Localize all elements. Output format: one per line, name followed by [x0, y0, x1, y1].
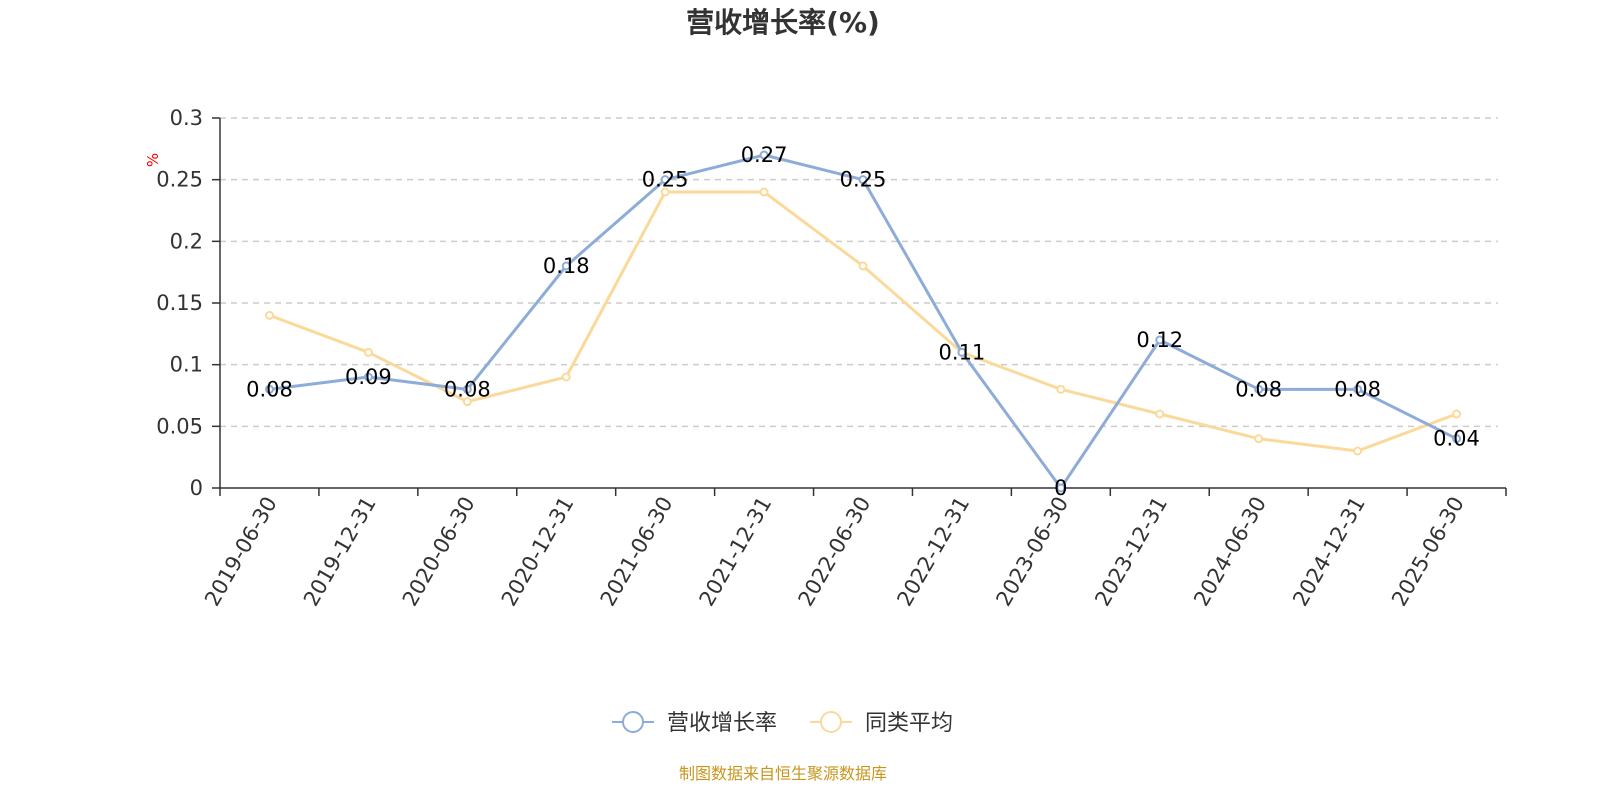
data-point[interactable]	[1353, 446, 1363, 456]
data-point[interactable]	[1056, 483, 1066, 493]
x-tick-label: 2025-06-30	[1387, 493, 1469, 611]
y-tick-label: 0.05	[156, 414, 203, 438]
series-line	[268, 190, 1458, 453]
grid-lines	[220, 117, 1498, 428]
data-label: 0.11	[939, 340, 986, 364]
data-point[interactable]	[561, 261, 571, 271]
axes: 0 0.05 0.1 0.15 0.2 0.25 0.3 2019-06-30 2019-12-…	[156, 106, 1507, 611]
y-axis-unit: %	[144, 153, 162, 167]
data-point[interactable]	[660, 175, 670, 185]
x-tick-label: 2020-12-31	[497, 493, 579, 611]
legend-circle-icon	[820, 711, 842, 733]
x-tick-label: 2022-06-30	[794, 493, 876, 611]
legend: 营收增长率 同类平均	[612, 711, 953, 736]
data-point[interactable]	[858, 261, 868, 271]
y-tick-label: 0	[190, 476, 203, 500]
data-labels: 0.08 0.09 0.08 0.18 0.25 0.27 0.25 0.11 0 0.12 0.0…	[246, 143, 1480, 500]
x-tick-label: 2019-12-31	[299, 493, 381, 611]
y-tick-label: 0.2	[170, 229, 203, 253]
series-line	[269, 153, 1458, 490]
x-tick-label: 2024-06-30	[1189, 493, 1271, 611]
series-lines	[264, 150, 1462, 493]
data-point[interactable]	[264, 384, 274, 394]
data-label: 0.08	[1334, 377, 1381, 401]
x-tick-label: 2023-12-31	[1090, 493, 1172, 611]
data-point[interactable]	[363, 372, 373, 382]
data-point[interactable]	[1155, 335, 1165, 345]
data-point[interactable]	[1353, 384, 1363, 394]
data-label: 0.04	[1433, 427, 1480, 451]
y-tick-label: 0.3	[170, 106, 203, 130]
x-tick-label: 2024-12-31	[1288, 493, 1370, 611]
legend-label: 营收增长率	[667, 711, 777, 736]
data-point[interactable]	[462, 384, 472, 394]
x-tick-label: 2021-12-31	[695, 493, 777, 611]
data-label: 0.09	[345, 365, 392, 389]
data-source-note: 制图数据来自恒生聚源数据库	[679, 764, 887, 783]
data-point[interactable]	[264, 310, 274, 320]
x-tick-label: 2022-12-31	[892, 493, 974, 611]
data-point[interactable]	[561, 372, 571, 382]
data-point[interactable]	[1452, 409, 1462, 419]
data-point[interactable]	[462, 397, 472, 407]
y-tick-label: 0.1	[170, 353, 203, 377]
data-point[interactable]	[957, 347, 967, 357]
x-tick-label: 2020-06-30	[398, 493, 480, 611]
x-tick-label: 2023-06-30	[991, 493, 1073, 611]
data-label: 0.27	[741, 143, 788, 167]
legend-item-peer-average[interactable]: 同类平均	[810, 711, 953, 736]
data-point[interactable]	[1056, 384, 1066, 394]
legend-item-revenue-growth[interactable]: 营收增长率	[612, 711, 777, 736]
legend-circle-icon	[622, 711, 644, 733]
data-point[interactable]	[363, 347, 373, 357]
data-label: 0.08	[444, 377, 491, 401]
legend-label: 同类平均	[865, 711, 953, 736]
data-label: 0.08	[246, 377, 293, 401]
data-point[interactable]	[660, 187, 670, 197]
data-point[interactable]	[1155, 409, 1165, 419]
data-point[interactable]	[759, 150, 769, 160]
data-point[interactable]	[1254, 434, 1264, 444]
y-tick-label: 0.25	[156, 168, 203, 192]
data-point[interactable]	[1254, 384, 1264, 394]
data-point[interactable]	[858, 175, 868, 185]
data-label: 0.18	[543, 254, 590, 278]
data-label: 0.25	[642, 168, 689, 192]
x-tick-label: 2019-06-30	[200, 493, 282, 611]
data-label: 0	[1054, 476, 1067, 500]
chart-title: 营收增长率(%)	[686, 6, 880, 39]
x-tick-label: 2021-06-30	[596, 493, 678, 611]
data-label: 0.08	[1235, 377, 1282, 401]
data-label: 0.25	[840, 168, 887, 192]
y-tick-label: 0.15	[156, 291, 203, 315]
data-label: 0.12	[1136, 328, 1183, 352]
data-point[interactable]	[759, 187, 769, 197]
data-point[interactable]	[1452, 434, 1462, 444]
